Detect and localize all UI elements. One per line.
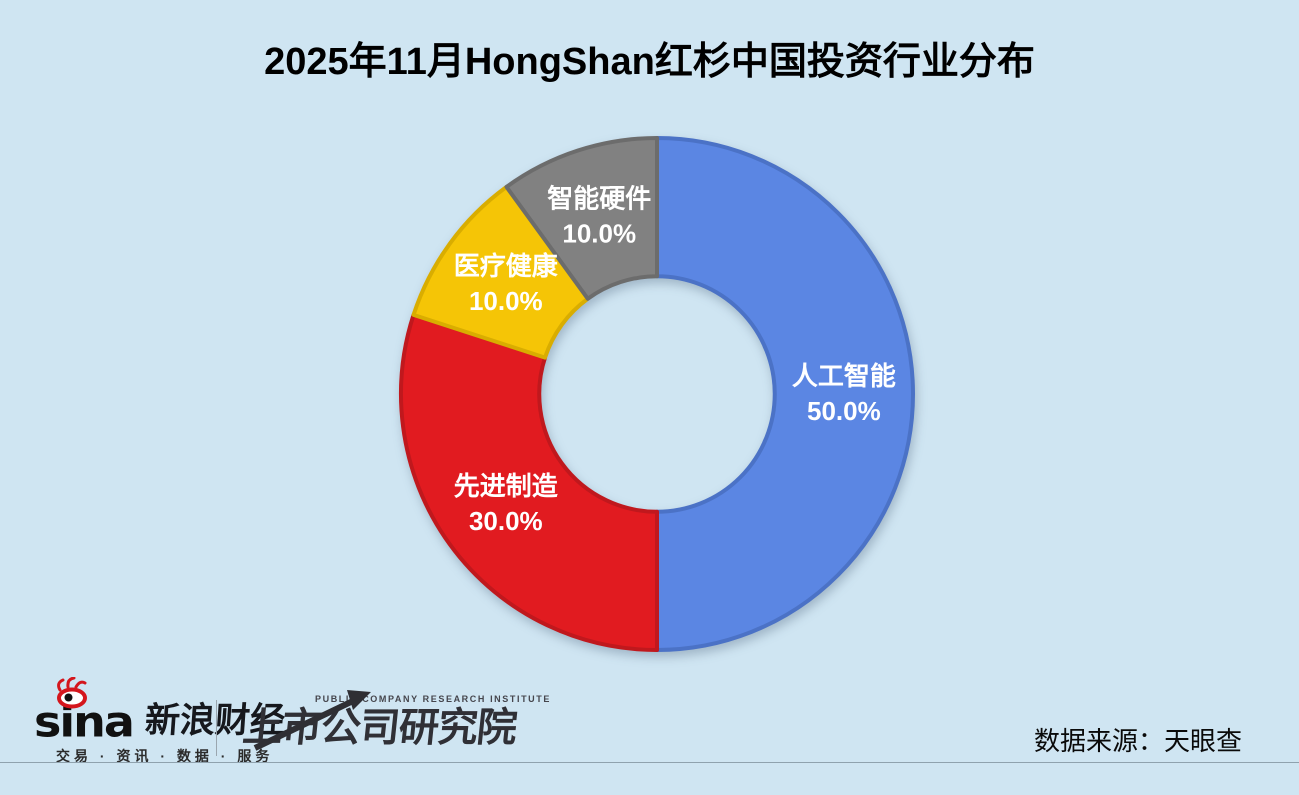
slice-name-label-1: 先进制造 — [454, 471, 558, 501]
slice-percent-label-0: 50.0% — [807, 396, 881, 426]
slice-name-label-3: 智能硬件 — [547, 183, 651, 213]
sina-wordmark: sina — [34, 697, 135, 747]
institute-name-cn: 上市公司研究院 — [240, 706, 519, 750]
data-source: 数据来源：天眼查 — [1033, 726, 1242, 756]
slice-name-label-2: 医疗健康 — [454, 251, 559, 281]
chart-title: 2025年11月HongShan红杉中国投资行业分布 — [264, 41, 1035, 83]
donut-slice-1[interactable] — [399, 312, 659, 652]
research-institute-logo: PUBLIC COMPANY RESEARCH INSTITUTE 上市公司研究… — [240, 690, 551, 751]
institute-name-en: PUBLIC COMPANY RESEARCH INSTITUTE — [315, 694, 551, 704]
donut-slice-3[interactable] — [504, 136, 659, 301]
donut-slice-0[interactable] — [655, 136, 915, 652]
footer-divider-line — [0, 762, 1299, 763]
footer-logo-divider — [216, 700, 217, 756]
slice-percent-label-3: 10.0% — [562, 218, 636, 248]
sina-eye-icon — [57, 677, 87, 709]
slice-percent-label-2: 10.0% — [469, 286, 543, 316]
sina-tagline: 交易 · 资讯 · 数据 · 服务 — [56, 748, 274, 764]
slice-name-label-0: 人工智能 — [792, 361, 896, 391]
slice-percent-label-1: 30.0% — [469, 506, 543, 536]
sina-finance-logo: sina 新浪财经 交易 · 资讯 · 数据 · 服务 — [34, 677, 286, 766]
